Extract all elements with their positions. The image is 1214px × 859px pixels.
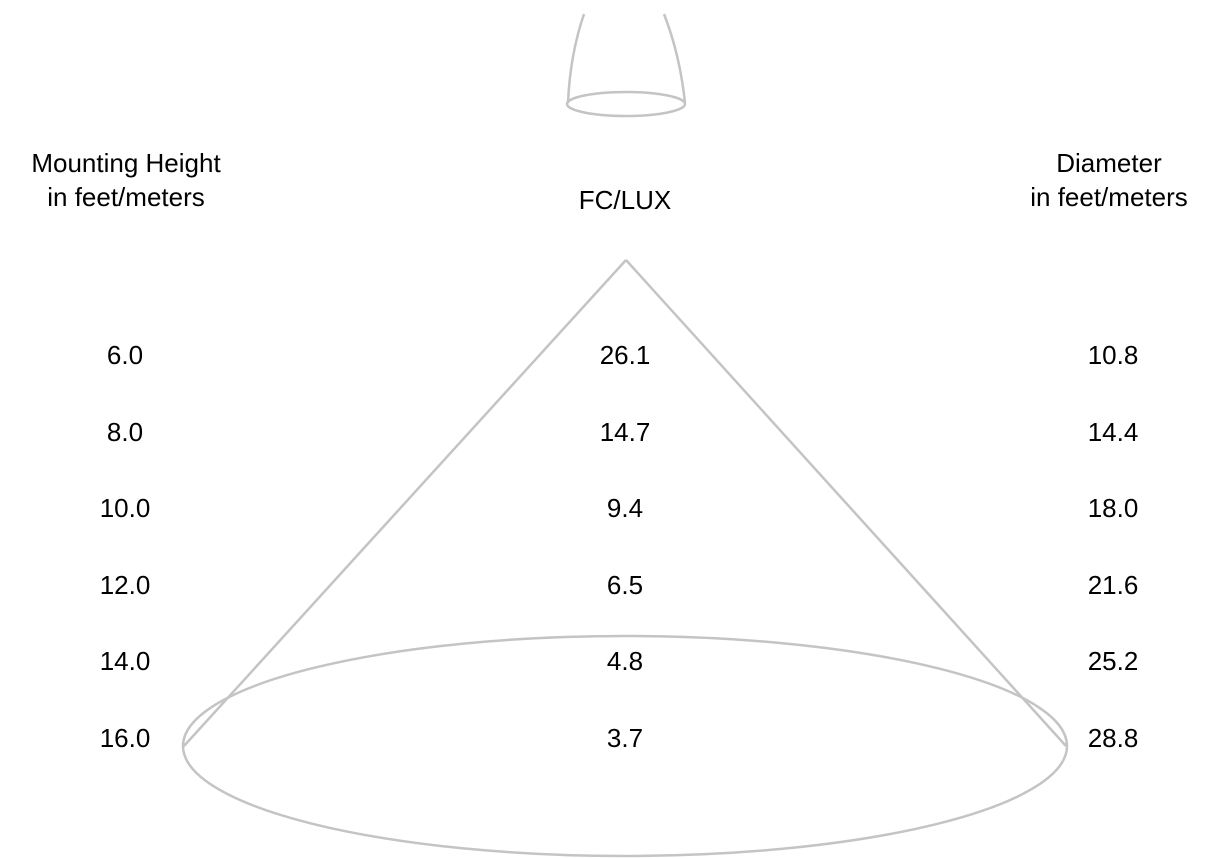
beam-cone <box>181 259 1069 858</box>
mounting-height-header-line2: in feet/meters <box>47 182 205 212</box>
diameter-header-line2: in feet/meters <box>1030 182 1188 212</box>
mounting-height-value: 6.0 <box>106 340 144 370</box>
mounting-height-value: 10.0 <box>99 493 151 523</box>
beam-left-edge <box>183 259 627 747</box>
fc-lux-column: 26.1 14.7 9.4 6.5 4.8 3.7 <box>570 336 680 795</box>
diameter-header-line1: Diameter <box>1056 148 1162 178</box>
mounting-height-column: 6.0 8.0 10.0 12.0 14.0 16.0 <box>70 336 180 795</box>
diameter-value: 10.8 <box>1087 340 1139 370</box>
fc-lux-value: 14.7 <box>599 416 651 447</box>
beam-right-edge <box>625 259 1067 747</box>
mounting-height-header-line1: Mounting Height <box>31 148 221 178</box>
mounting-height-value: 12.0 <box>99 569 151 600</box>
fc-lux-header: FC/LUX <box>540 183 710 217</box>
fc-lux-header-label: FC/LUX <box>578 185 672 215</box>
diameter-column: 10.8 14.4 18.0 21.6 25.2 28.8 <box>1058 336 1168 795</box>
fc-lux-value: 4.8 <box>606 646 644 676</box>
fc-lux-value: 3.7 <box>606 722 644 753</box>
mounting-height-value: 8.0 <box>106 416 144 447</box>
diameter-header: Diameter in feet/meters <box>1004 146 1214 214</box>
diameter-value: 28.8 <box>1087 722 1139 753</box>
fc-lux-value: 6.5 <box>606 569 644 600</box>
fc-lux-value: 26.1 <box>599 340 651 370</box>
beam-spot-ellipse <box>181 634 1069 858</box>
diameter-value: 21.6 <box>1087 569 1139 600</box>
diameter-value: 25.2 <box>1087 646 1139 676</box>
fc-lux-value: 9.4 <box>606 493 644 523</box>
diameter-value: 14.4 <box>1087 416 1139 447</box>
diameter-value: 18.0 <box>1087 493 1139 523</box>
mounting-height-header: Mounting Height in feet/meters <box>0 146 252 214</box>
mounting-height-value: 16.0 <box>99 722 151 753</box>
mounting-height-value: 14.0 <box>99 646 151 676</box>
light-fixture-icon <box>565 13 687 118</box>
